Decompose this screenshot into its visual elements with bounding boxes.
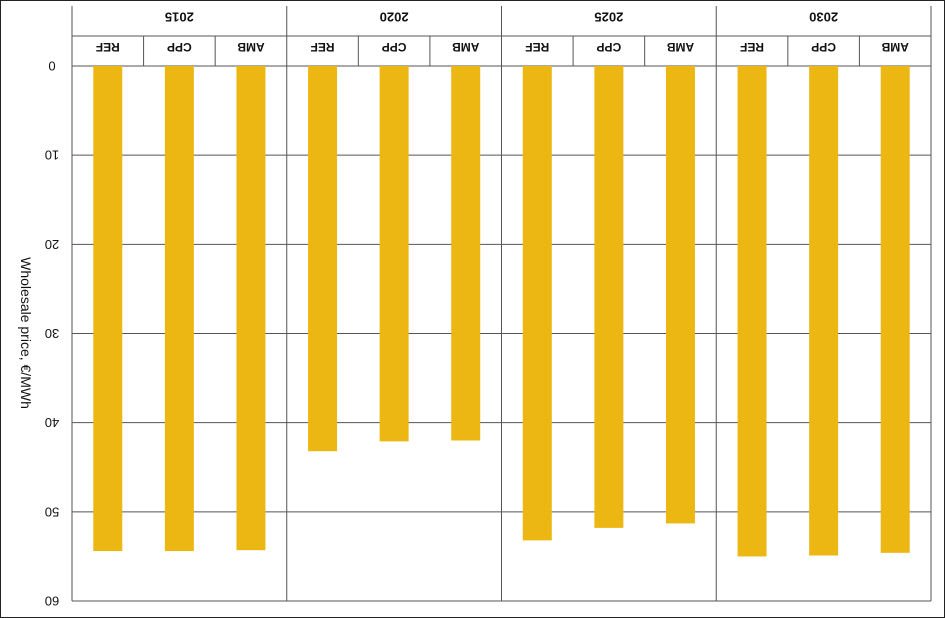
bar-2025-REF (522, 66, 552, 541)
group-label-2030: 2030 (809, 10, 838, 25)
y-tick-label: 50 (45, 504, 59, 519)
bar-2020-REF (308, 66, 338, 452)
bar-2030-AMB (880, 66, 910, 553)
bars (93, 66, 910, 557)
bar-2015-CPP (164, 66, 194, 552)
y-tick-label: 10 (45, 148, 59, 163)
y-tick-label: 20 (45, 237, 59, 252)
y-tick-label: 40 (45, 415, 59, 430)
group-label-2015: 2015 (165, 10, 194, 25)
y-axis-ticks: 0 10 20 30 40 50 60 (45, 59, 59, 609)
grid-lines (71, 6, 932, 602)
group-label-2020: 2020 (380, 10, 409, 25)
bar-2015-AMB (236, 66, 266, 551)
category-label-REF: REF (96, 40, 120, 54)
group-label-2025: 2025 (594, 10, 623, 25)
category-label-REF: REF (311, 40, 335, 54)
y-tick-label: 60 (45, 594, 59, 609)
category-label-AMB: AMB (452, 40, 480, 54)
bar-2025-CPP (594, 66, 624, 528)
bar-2015-REF (93, 66, 123, 552)
y-tick-label: 30 (45, 326, 59, 341)
bar-2020-AMB (451, 66, 481, 441)
group-headers: 2015 REF CPP AMB 2020 REF CPP AMB 2025 REF CPP AMB 2… (72, 10, 931, 66)
category-label-CPP: CPP (167, 40, 192, 54)
category-label-AMB: AMB (666, 40, 694, 54)
bar-2030-CPP (809, 66, 839, 556)
bar-2030-REF (737, 66, 767, 557)
bar-2025-AMB (665, 66, 695, 524)
category-label-CPP: CPP (382, 40, 407, 54)
category-label-REF: REF (740, 40, 764, 54)
category-label-REF: REF (525, 40, 549, 54)
y-axis-label: Wholesale price, €/MWh (18, 257, 34, 409)
y-tick-label: 0 (48, 59, 55, 74)
category-label-CPP: CPP (597, 40, 622, 54)
category-label-CPP: CPP (811, 40, 836, 54)
category-label-AMB: AMB (881, 40, 909, 54)
bar-2020-CPP (379, 66, 409, 442)
category-label-AMB: AMB (237, 40, 265, 54)
